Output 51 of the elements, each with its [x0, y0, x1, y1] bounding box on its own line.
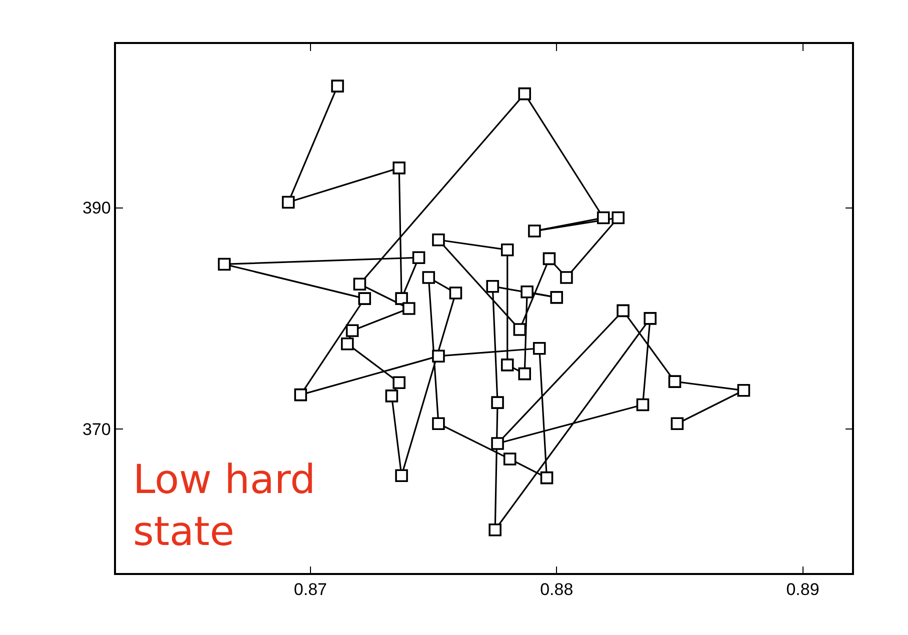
point	[542, 252, 556, 266]
point	[670, 417, 684, 430]
point	[392, 162, 406, 174]
point	[513, 323, 526, 336]
point	[422, 271, 436, 284]
point	[353, 278, 366, 291]
annotation: Low hard state	[133, 457, 316, 555]
point	[432, 233, 445, 246]
point	[737, 384, 750, 397]
y-tick-label: 390	[82, 198, 111, 218]
point	[294, 388, 308, 402]
point	[532, 342, 546, 355]
point	[488, 523, 502, 536]
point	[432, 350, 445, 362]
point	[358, 292, 372, 305]
point	[540, 471, 554, 484]
x-tick-label: 0.87	[294, 580, 328, 600]
point	[346, 324, 359, 338]
point	[528, 224, 541, 238]
point	[668, 375, 682, 388]
point	[331, 80, 344, 92]
point	[612, 211, 625, 224]
point	[520, 286, 534, 298]
point	[395, 469, 408, 482]
point	[385, 390, 398, 402]
point	[500, 243, 514, 256]
point	[550, 291, 564, 304]
point	[518, 367, 532, 380]
point	[282, 196, 295, 209]
x-tick-label: 0.88	[540, 580, 574, 600]
point	[486, 280, 500, 293]
point	[560, 271, 573, 284]
point	[402, 302, 416, 315]
point	[218, 258, 231, 271]
point	[636, 398, 650, 412]
point	[392, 376, 406, 390]
point	[518, 87, 532, 100]
point	[432, 417, 445, 430]
point	[412, 251, 426, 264]
point	[500, 358, 514, 372]
point	[644, 312, 657, 325]
point	[596, 211, 610, 224]
y-tick-label: 370	[82, 420, 111, 440]
point	[503, 452, 516, 466]
point	[449, 286, 462, 300]
point	[616, 304, 630, 318]
point	[340, 338, 354, 350]
point	[395, 292, 408, 305]
x-tick-label: 0.89	[786, 580, 820, 600]
point	[491, 396, 504, 409]
point	[491, 437, 504, 450]
